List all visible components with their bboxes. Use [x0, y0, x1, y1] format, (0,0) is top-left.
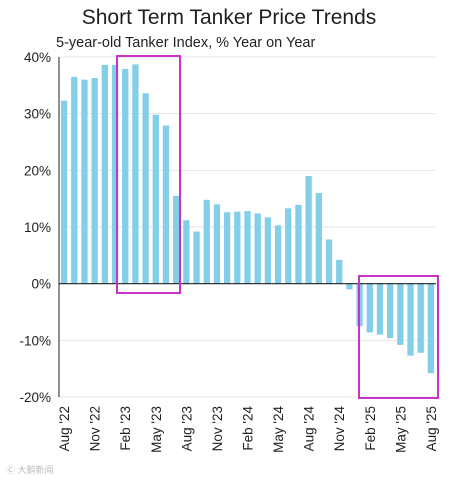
x-tick-label: Nov '23 [210, 406, 225, 451]
bar [366, 283, 373, 333]
x-tick-label: Aug '24 [302, 406, 317, 452]
x-tick-label: Feb '23 [118, 406, 133, 451]
bar [264, 217, 272, 284]
highlight-box [358, 275, 439, 399]
bar [111, 64, 119, 284]
bar [71, 76, 78, 284]
chart-title: Short Term Tanker Price Trends [81, 6, 377, 29]
bar [193, 231, 200, 284]
highlight-box [116, 55, 181, 294]
bar [122, 68, 129, 284]
bar [101, 64, 109, 284]
bar [203, 199, 210, 284]
bar [295, 204, 302, 284]
bar [427, 283, 435, 374]
bar [417, 283, 424, 353]
gridlines [59, 56, 436, 398]
bar [376, 283, 384, 335]
y-tick-label: 30% [24, 107, 51, 122]
y-tick-label: 10% [24, 220, 51, 235]
y-tick-label: -20% [19, 390, 51, 405]
bar [386, 283, 394, 339]
x-tick-label: May '23 [149, 406, 164, 453]
bar [325, 239, 333, 284]
x-tick-label: Feb '25 [363, 406, 378, 451]
bar [223, 212, 231, 284]
axes [58, 57, 436, 397]
bar [183, 220, 190, 284]
y-tick-labels: 40% 30% 20% 10% 0% -10% -20% [19, 50, 51, 405]
bar [244, 211, 251, 284]
x-tick-label: Aug '25 [424, 406, 439, 451]
bar [305, 176, 312, 284]
watermark: Ⓒ 大鹅新闻 [6, 465, 54, 475]
x-tick-label: Feb '24 [241, 406, 256, 451]
y-tick-label: 20% [24, 163, 51, 178]
bar [274, 225, 282, 284]
x-tick-label: Aug '23 [179, 406, 194, 451]
x-tick-labels: Aug '22 Nov '22 Feb '23 May '23 Aug '23 Nov '… [57, 406, 439, 453]
bar [397, 283, 404, 345]
bar [81, 79, 88, 284]
chart-subtitle: 5-year-old Tanker Index, % Year on Year [56, 35, 316, 51]
bar [91, 77, 98, 284]
bar [173, 195, 180, 284]
highlight-boxes [116, 55, 439, 399]
x-tick-label: Nov '24 [332, 406, 347, 452]
x-tick-label: Nov '22 [88, 406, 103, 451]
x-tick-label: May '24 [271, 406, 286, 453]
bars [60, 64, 435, 374]
bar [152, 114, 159, 284]
bar [254, 213, 261, 284]
y-tick-label: 0% [31, 277, 51, 292]
bar [285, 208, 292, 284]
bar [213, 204, 221, 284]
bar [346, 283, 353, 290]
x-tick-label: Aug '22 [57, 406, 72, 451]
y-tick-label: 40% [24, 50, 51, 65]
bar [234, 211, 241, 284]
bar [162, 125, 170, 284]
bar [336, 259, 343, 284]
x-tick-label: May '25 [393, 406, 408, 453]
bar [407, 283, 414, 356]
bar [60, 100, 68, 284]
bar [142, 93, 149, 284]
y-tick-label: -10% [19, 333, 51, 348]
bar [132, 64, 139, 284]
bar [315, 193, 322, 284]
